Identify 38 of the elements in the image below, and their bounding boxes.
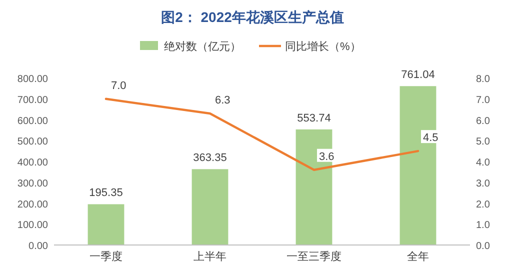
data-label: 6.3 (215, 94, 230, 106)
y2-tick-label: 8.0 (476, 74, 490, 85)
y-tick-label: 800.00 (17, 74, 48, 85)
y2-tick-label: 3.0 (476, 178, 490, 190)
y2-tick-label: 1.0 (476, 220, 490, 232)
x-tick-label: 全年 (407, 251, 429, 263)
title: 图2： 2022年花溪区生产总值 (161, 9, 344, 25)
y2-tick-label: 2.0 (476, 199, 490, 210)
y2-tick-label: 6.0 (476, 116, 490, 127)
bar (400, 86, 436, 245)
x-tick-label: 一至三季度 (286, 250, 342, 263)
data-label: 4.5 (423, 132, 438, 144)
y2-tick-label: 4.0 (476, 158, 490, 168)
bar (296, 129, 332, 245)
data-label: 7.0 (111, 80, 126, 92)
legend-label: 同比增长（%） (285, 40, 361, 53)
y-tick-label: 400.00 (17, 158, 48, 168)
y-tick-label: 700.00 (17, 94, 48, 106)
y-tick-label: 200.00 (17, 199, 48, 210)
line-series (104, 98, 420, 171)
y2-tick-label: 7.0 (476, 94, 490, 106)
data-label: 761.04 (401, 69, 435, 82)
bar (192, 169, 228, 245)
y-tick-label: 600.00 (17, 116, 48, 127)
legend-label: 绝对数（亿元） (164, 40, 241, 53)
y-tick-label: 500.00 (17, 136, 48, 148)
y2-tick-label: 5.0 (476, 136, 490, 148)
x-tick-label: 一季度 (90, 250, 122, 263)
bar (88, 204, 124, 245)
y2-tick-label: 0.0 (476, 241, 490, 252)
data-label: 3.6 (319, 150, 334, 163)
y-tick-label: 0.00 (28, 241, 48, 252)
x-tick-label: 上半年 (194, 250, 226, 263)
data-label: 195.35 (89, 187, 123, 200)
data-label: 363.35 (193, 152, 227, 164)
y-tick-label: 100.00 (17, 220, 48, 232)
y-tick-label: 300.00 (17, 178, 48, 190)
data-label: 553.74 (297, 112, 331, 124)
